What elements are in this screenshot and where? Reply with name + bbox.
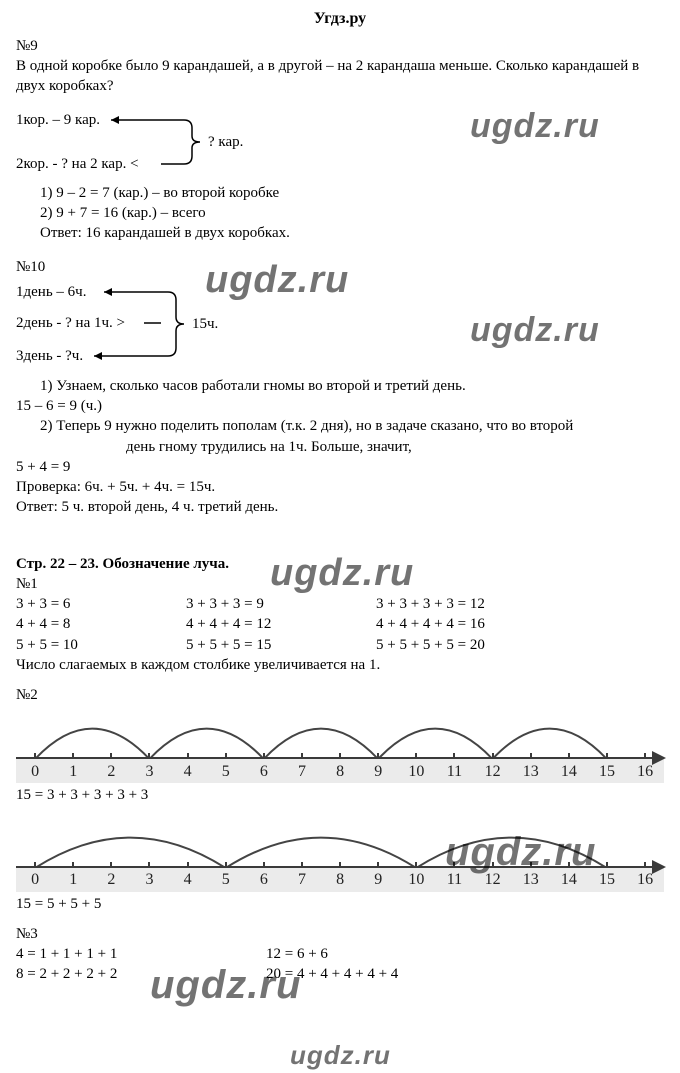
svg-text:15ч.: 15ч. (192, 316, 218, 332)
cell: 5 + 5 + 5 = 15 (186, 635, 376, 655)
cell: 3 + 3 = 6 (16, 594, 186, 614)
number-label: 3 (130, 761, 168, 783)
number-label: 15 (588, 761, 626, 783)
problem-9: №9 В одной коробке было 9 карандашей, а … (16, 36, 664, 244)
step: 2) 9 + 7 = 16 (кар.) – всего (40, 203, 664, 223)
problem-text: В одной коробке было 9 карандашей, а в д… (16, 56, 664, 97)
number-label: 5 (207, 761, 245, 783)
number-label: 13 (512, 869, 550, 891)
section-title: Стр. 22 – 23. Обозначение луча. (16, 554, 664, 574)
equation: 15 = 3 + 3 + 3 + 3 + 3 (16, 785, 664, 805)
number-label: 13 (512, 761, 550, 783)
cell: 5 + 5 = 10 (16, 635, 186, 655)
cell: 3 + 3 + 3 + 3 = 12 (376, 594, 664, 614)
number-label: 7 (283, 869, 321, 891)
number-label: 5 (207, 869, 245, 891)
number-label: 8 (321, 869, 359, 891)
number-label: 16 (626, 869, 664, 891)
number-label: 7 (283, 761, 321, 783)
number-label: 6 (245, 761, 283, 783)
problem-10: №10 1день – 6ч. 2день - ? на 1ч. > 3день… (16, 257, 664, 517)
problem-num: №2 (16, 685, 664, 705)
number-label: 2 (92, 761, 130, 783)
cell: 8 = 2 + 2 + 2 + 2 (16, 964, 266, 984)
number-label: 1 (54, 761, 92, 783)
cell: 4 + 4 + 4 + 4 = 16 (376, 614, 664, 634)
number-label: 2 (92, 869, 130, 891)
number-label: 1 (54, 869, 92, 891)
number-label: 6 (245, 869, 283, 891)
check: Проверка: 6ч. + 5ч. + 4ч. = 15ч. (16, 477, 664, 497)
number-label: 10 (397, 869, 435, 891)
number-line-1: 012345678910111213141516 (16, 721, 664, 783)
svg-text:2день - ? на 1ч. >: 2день - ? на 1ч. > (16, 315, 125, 331)
number-label: 4 (169, 761, 207, 783)
cell: 4 = 1 + 1 + 1 + 1 (16, 944, 266, 964)
number-label: 11 (435, 761, 473, 783)
number-label: 16 (626, 761, 664, 783)
watermark: ugdz.ru (290, 1038, 391, 1073)
number-label: 15 (588, 869, 626, 891)
svg-text:1день – 6ч.: 1день – 6ч. (16, 284, 86, 300)
bracket-q: ? кар. (208, 134, 243, 150)
page: Угдз.ру №9 В одной коробке было 9 каранд… (0, 0, 680, 993)
step: 1) 9 – 2 = 7 (кар.) – во второй коробке (40, 183, 664, 203)
bracket-diagram-10: 1день – 6ч. 2день - ? на 1ч. > 3день - ?… (16, 282, 316, 366)
problem-2: №2 012345678910111213141516 15 = 3 + 3 +… (16, 685, 664, 914)
d1-text: 1кор. – 9 кар. (16, 112, 100, 128)
problem-num: №10 (16, 257, 664, 277)
answer: Ответ: 5 ч. второй день, 4 ч. третий ден… (16, 497, 664, 517)
number-label: 12 (474, 869, 512, 891)
number-label: 11 (435, 869, 473, 891)
answer: Ответ: 16 карандашей в двух коробках. (40, 223, 664, 243)
number-label: 0 (16, 761, 54, 783)
cell: 12 = 6 + 6 (266, 944, 664, 964)
bracket-diagram-9: 1кор. – 9 кар. 2кор. - ? на 2 кар. < ? к… (16, 110, 316, 172)
cell: 20 = 4 + 4 + 4 + 4 + 4 (266, 964, 664, 984)
cell: 3 + 3 + 3 = 9 (186, 594, 376, 614)
svg-text:3день - ?ч.: 3день - ?ч. (16, 348, 83, 364)
number-line-2: 012345678910111213141516 (16, 830, 664, 892)
problem-num: №3 (16, 924, 664, 944)
number-label: 3 (130, 869, 168, 891)
number-label: 14 (550, 761, 588, 783)
d2-text: 2кор. - ? на 2 кар. < (16, 156, 139, 172)
number-line-labels: 012345678910111213141516 (16, 866, 664, 892)
number-label: 8 (321, 761, 359, 783)
cell: 5 + 5 + 5 + 5 = 20 (376, 635, 664, 655)
problem-num: №1 (16, 574, 664, 594)
problem-num: №9 (16, 36, 664, 56)
note: Число слагаемых в каждом столбике увелич… (16, 655, 664, 675)
step-cont: день гному трудились на 1ч. Больше, знач… (126, 437, 664, 457)
number-label: 9 (359, 869, 397, 891)
number-label: 12 (474, 761, 512, 783)
cell: 4 + 4 = 8 (16, 614, 186, 634)
equation: 15 = 5 + 5 + 5 (16, 894, 664, 914)
calc: 15 – 6 = 9 (ч.) (16, 396, 664, 416)
number-label: 14 (550, 869, 588, 891)
problem-1: №1 3 + 3 = 6 3 + 3 + 3 = 9 3 + 3 + 3 + 3… (16, 574, 664, 675)
number-label: 0 (16, 869, 54, 891)
number-label: 4 (169, 869, 207, 891)
number-line-labels: 012345678910111213141516 (16, 757, 664, 783)
step: 1) Узнаем, сколько часов работали гномы … (40, 376, 664, 396)
number-label: 9 (359, 761, 397, 783)
cell: 4 + 4 + 4 = 12 (186, 614, 376, 634)
problem-3: №3 4 = 1 + 1 + 1 + 1 12 = 6 + 6 8 = 2 + … (16, 924, 664, 985)
calc: 5 + 4 = 9 (16, 457, 664, 477)
site-header: Угдз.ру (16, 8, 664, 30)
number-label: 10 (397, 761, 435, 783)
step: 2) Теперь 9 нужно поделить пополам (т.к.… (40, 416, 664, 436)
